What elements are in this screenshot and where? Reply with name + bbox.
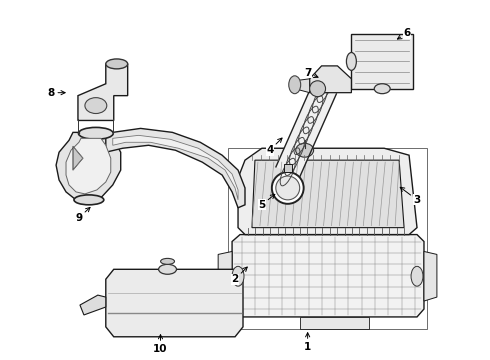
Text: 2: 2 [231, 267, 247, 284]
Polygon shape [284, 164, 292, 172]
Text: 7: 7 [304, 68, 318, 78]
Polygon shape [66, 138, 111, 194]
Polygon shape [276, 84, 336, 177]
Ellipse shape [78, 127, 113, 139]
Text: 4: 4 [266, 138, 282, 155]
Ellipse shape [161, 258, 174, 264]
Ellipse shape [74, 195, 104, 205]
Polygon shape [113, 135, 238, 200]
Ellipse shape [159, 264, 176, 274]
Ellipse shape [411, 266, 423, 286]
Polygon shape [232, 235, 424, 317]
Polygon shape [238, 148, 417, 235]
Text: 9: 9 [75, 207, 90, 223]
Ellipse shape [276, 176, 300, 200]
Polygon shape [73, 146, 83, 170]
Ellipse shape [310, 81, 325, 96]
Ellipse shape [346, 53, 356, 70]
Ellipse shape [374, 84, 390, 94]
Polygon shape [351, 34, 413, 89]
Polygon shape [106, 269, 243, 337]
Text: 8: 8 [48, 88, 65, 98]
Polygon shape [218, 251, 232, 301]
Polygon shape [300, 317, 369, 329]
Polygon shape [252, 160, 404, 228]
Text: 5: 5 [258, 194, 275, 210]
Ellipse shape [85, 98, 107, 113]
Polygon shape [106, 129, 245, 208]
Text: 1: 1 [304, 333, 311, 352]
Text: 3: 3 [400, 187, 420, 205]
Bar [228, 148, 427, 329]
Ellipse shape [295, 143, 314, 157]
Ellipse shape [232, 266, 244, 286]
Ellipse shape [289, 76, 301, 94]
Polygon shape [78, 64, 128, 121]
Polygon shape [56, 132, 121, 202]
Polygon shape [80, 295, 106, 315]
Text: 10: 10 [153, 335, 168, 354]
Ellipse shape [106, 59, 128, 69]
Polygon shape [424, 251, 437, 301]
Polygon shape [310, 66, 351, 93]
Ellipse shape [272, 172, 304, 204]
Polygon shape [294, 79, 310, 93]
Text: 6: 6 [397, 28, 411, 39]
